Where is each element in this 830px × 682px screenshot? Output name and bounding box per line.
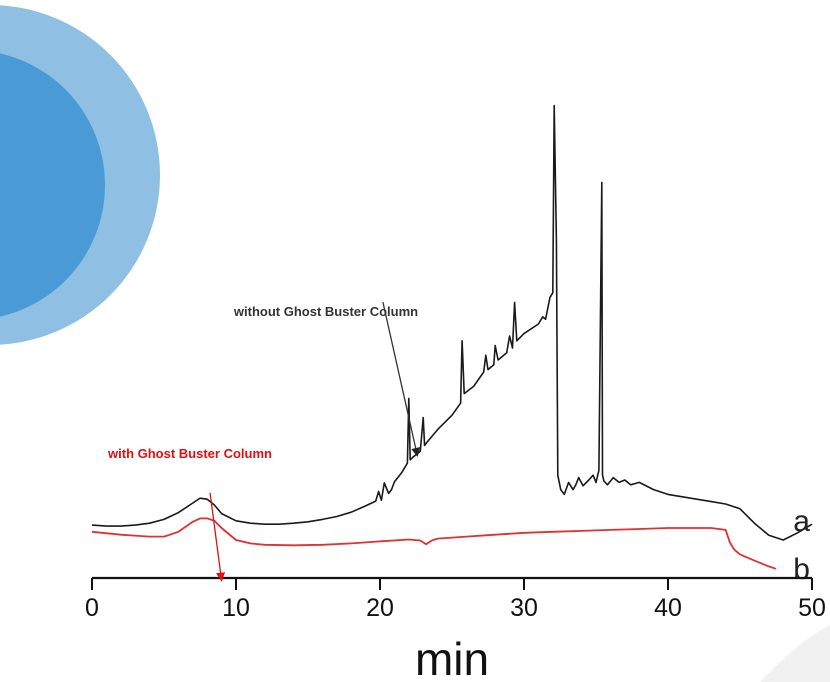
series-line-b	[91, 517, 777, 570]
deco-corner-arc	[760, 625, 830, 682]
x-tick-label: 10	[222, 594, 250, 622]
annotation-arrow-1	[209, 492, 226, 582]
annotations: without Ghost Buster Column with Ghost Bu…	[107, 301, 421, 582]
plot-area: ab	[91, 104, 813, 586]
x-tick-label: 20	[366, 594, 394, 622]
x-tick-label: 40	[654, 594, 682, 622]
annotation-without-column: without Ghost Buster Column	[233, 304, 418, 319]
annotation-arrow-0	[382, 301, 421, 457]
trace-label-b: b	[793, 553, 810, 586]
x-axis-title: min	[415, 633, 489, 682]
x-axis-ticks: 0 10 20 30 40 50	[85, 578, 826, 622]
deco-circle-inner	[0, 53, 105, 317]
series-line-a	[91, 104, 813, 541]
x-tick-label: 30	[510, 594, 538, 622]
x-tick-label: 0	[85, 594, 99, 622]
x-tick-label: 50	[798, 594, 826, 622]
decorative-circles	[0, 5, 160, 345]
trace-label-a: a	[793, 505, 810, 538]
annotation-with-column: with Ghost Buster Column	[107, 446, 272, 461]
